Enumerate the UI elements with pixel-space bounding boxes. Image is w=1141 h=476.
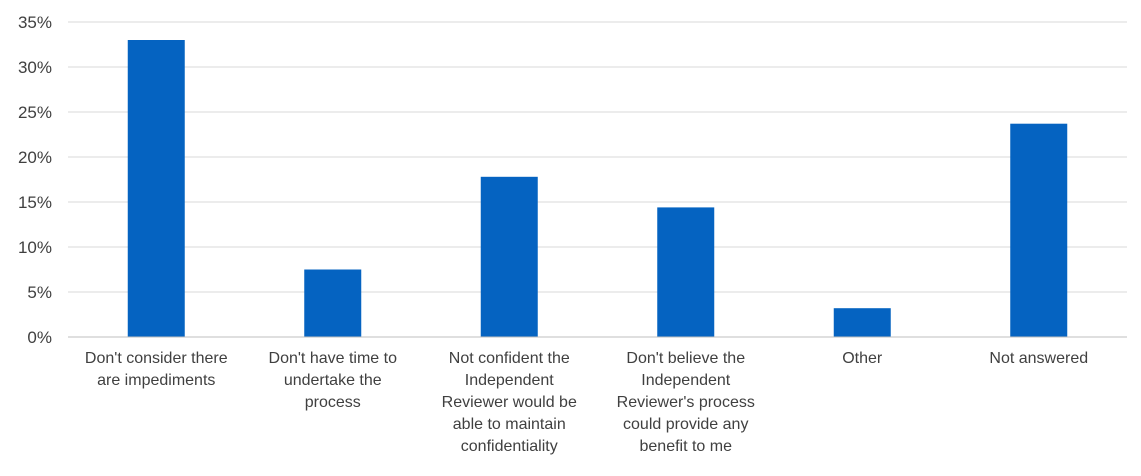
y-axis-ticks: 0% 5% 10% 15% 20% 25% 30% 35% [18, 13, 52, 347]
x-category-label-line: Reviewer's process [617, 394, 755, 411]
x-category-label: Not answered [989, 350, 1088, 367]
x-category-label-line: Don't have time to [269, 350, 398, 367]
y-tick-label: 0% [27, 328, 52, 347]
y-tick-label: 25% [18, 103, 52, 122]
x-category-label: Don't have time to undertake the process [269, 350, 398, 411]
bar [1010, 123, 1068, 337]
x-category-label-line: confidentiality [461, 438, 558, 455]
x-category-label-line: process [305, 394, 361, 411]
x-category-label-line: Independent [641, 372, 731, 389]
bar [833, 308, 891, 337]
x-category-label-line: able to maintain [453, 416, 566, 433]
x-category-label: Don't consider there are impediments [85, 350, 228, 389]
x-category-label: Not confident the Independent Reviewer wou… [442, 350, 577, 455]
y-tick-label: 10% [18, 238, 52, 257]
x-category-label-line: are impediments [97, 372, 215, 389]
y-tick-label: 30% [18, 58, 52, 77]
bars [127, 40, 1068, 337]
x-category-label-line: Don't consider there [85, 350, 228, 367]
x-category-label-line: Don't believe the [626, 350, 745, 367]
x-axis-labels: Don't consider there are impedimentsDon't… [85, 350, 1088, 455]
x-category-label-line: could provide any [623, 416, 748, 433]
x-category-label-line: benefit to me [640, 438, 733, 455]
bar [657, 207, 715, 337]
bar [304, 269, 362, 337]
gridlines [68, 21, 1127, 293]
x-category-label-line: undertake the [284, 372, 382, 389]
y-tick-label: 20% [18, 148, 52, 167]
x-category-label-line: Not answered [989, 350, 1088, 367]
bar [480, 176, 538, 337]
x-category-label: Other [842, 350, 883, 367]
y-tick-label: 5% [27, 283, 52, 302]
bar [127, 40, 185, 337]
x-category-label-line: Not confident the [449, 350, 570, 367]
x-category-label-line: Reviewer would be [442, 394, 577, 411]
x-category-label: Don't believe the Independent Reviewer's p… [617, 350, 755, 455]
y-tick-label: 35% [18, 13, 52, 32]
y-tick-label: 15% [18, 193, 52, 212]
x-category-label-line: Other [842, 350, 883, 367]
x-category-label-line: Independent [465, 372, 555, 389]
